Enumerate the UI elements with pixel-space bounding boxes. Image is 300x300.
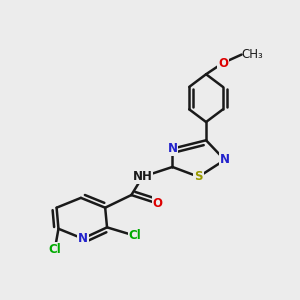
- Text: NH: NH: [133, 170, 152, 183]
- Text: O: O: [152, 197, 163, 210]
- Text: N: N: [167, 142, 177, 155]
- Text: O: O: [218, 56, 228, 70]
- Text: N: N: [220, 153, 230, 167]
- Text: Cl: Cl: [129, 229, 141, 242]
- Text: CH₃: CH₃: [241, 48, 263, 61]
- Text: S: S: [194, 170, 203, 183]
- Text: N: N: [78, 232, 88, 245]
- Text: Cl: Cl: [48, 243, 61, 256]
